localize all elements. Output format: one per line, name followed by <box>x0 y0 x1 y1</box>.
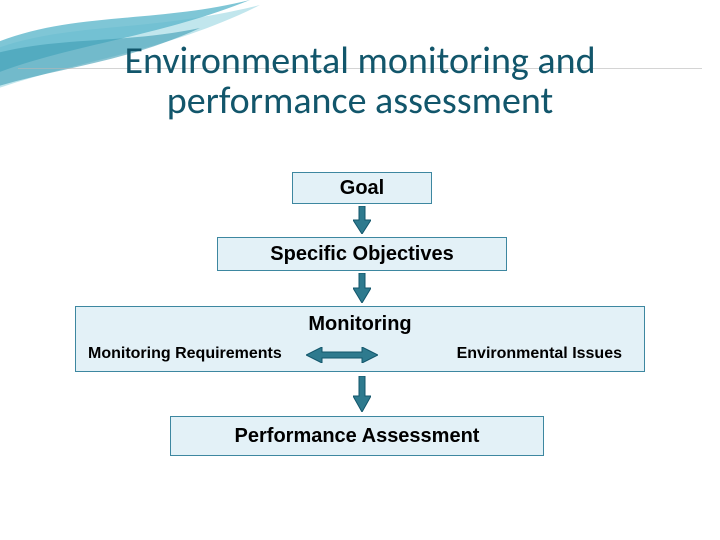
box-performance-label: Performance Assessment <box>171 417 543 455</box>
box-monitoring-label: Monitoring <box>76 313 644 336</box>
monitoring-sub-right: Environmental Issues <box>457 345 622 363</box>
arrow-double <box>306 347 378 363</box>
monitoring-sub-left: Monitoring Requirements <box>88 345 282 363</box>
arrow-down-3 <box>353 376 371 412</box>
box-objectives-label: Specific Objectives <box>218 238 506 270</box>
title-line2: performance assessment <box>167 78 553 124</box>
box-goal-label: Goal <box>293 173 431 203</box>
box-performance: Performance Assessment <box>170 416 544 456</box>
arrow-down-2 <box>353 273 371 303</box>
box-goal: Goal <box>292 172 432 204</box>
slide-title: Environmental monitoring and performance… <box>20 42 700 122</box>
box-objectives: Specific Objectives <box>217 237 507 271</box>
arrow-down-1 <box>353 206 371 234</box>
slide: Environmental monitoring and performance… <box>0 0 720 540</box>
